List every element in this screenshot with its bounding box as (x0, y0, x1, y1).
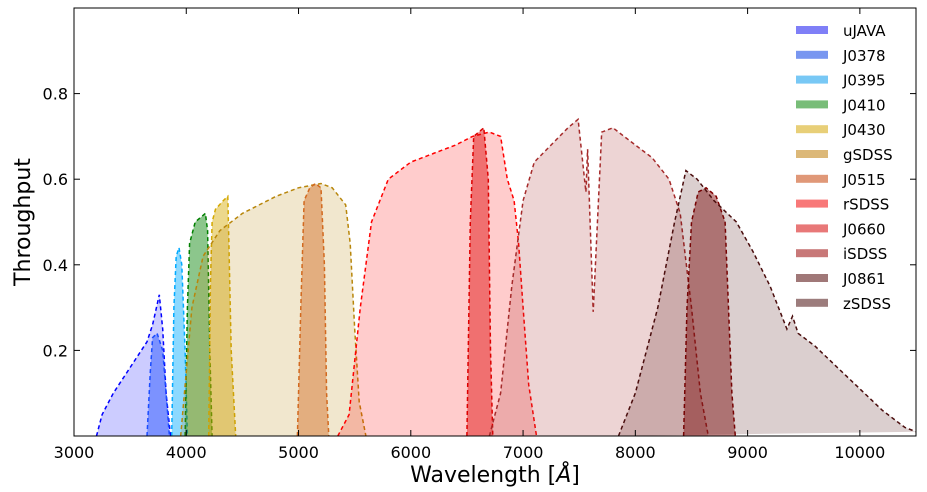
legend-label: J0515 (842, 171, 886, 189)
legend-item-j0515: J0515 (796, 171, 886, 189)
curve-rsdss-fill (337, 132, 537, 436)
curve-isdss-fill (489, 119, 709, 437)
x-tick-label: 9000 (727, 443, 768, 462)
curve-j0660-fill (466, 127, 493, 437)
legend-label: J0430 (842, 121, 886, 139)
curve-j0378-line (146, 331, 171, 437)
legend-item-rsdss: rSDSS (796, 196, 889, 214)
y-tick-label: 0.8 (43, 85, 68, 104)
curve-gsdss-fill (180, 183, 366, 436)
legend-item-j0410: J0410 (796, 96, 886, 114)
legend-swatch (796, 274, 828, 282)
curve-j0395-line (170, 247, 189, 437)
legend-label: J0861 (842, 270, 886, 288)
y-tick-label: 0.4 (43, 256, 68, 275)
x-tick-label: 7000 (503, 443, 544, 462)
curve-j0430-line (207, 194, 237, 437)
legend-swatch (796, 50, 828, 59)
x-axis: 3000 4000 5000 6000 7000 8000 9000 10000 (54, 8, 885, 462)
y-tick-label: 0.6 (43, 170, 68, 189)
legend-item-j0861: J0861 (796, 270, 886, 288)
legend-label: zSDSS (843, 295, 891, 313)
legend-swatch (796, 125, 828, 134)
curve-gsdss-line (179, 182, 367, 437)
legend-item-j0660: J0660 (796, 220, 886, 238)
curve-j0515-line (296, 182, 330, 437)
curve-ujava-fill (96, 294, 171, 436)
legend-swatch (796, 100, 828, 109)
legend-item-zsdss: zSDSS (796, 295, 891, 313)
legend-label: gSDSS (843, 146, 893, 164)
y-tick-label: 0.2 (43, 341, 68, 360)
curve-j0861-fill (683, 187, 736, 436)
legend-label: J0378 (842, 47, 886, 65)
plot-frame (73, 7, 917, 437)
x-tick-label: 10000 (834, 443, 885, 462)
x-tick-label: 6000 (390, 443, 431, 462)
y-axis: 0.2 0.4 0.6 0.8 (43, 85, 916, 360)
legend-item-j0378: J0378 (796, 47, 886, 65)
legend-swatch (796, 150, 828, 158)
x-tick-label: 4000 (166, 443, 207, 462)
legend-item-ujava: uJAVA (796, 22, 886, 40)
legend-item-j0430: J0430 (796, 121, 886, 139)
curve-j0378-fill (147, 333, 170, 436)
curve-rsdss-line (337, 131, 538, 437)
x-tick-label: 8000 (615, 443, 656, 462)
legend-label: J0660 (842, 220, 886, 238)
legend-swatch (796, 75, 828, 84)
x-tick-label: 3000 (54, 443, 95, 462)
legend-item-j0395: J0395 (796, 72, 886, 90)
legend-swatch (796, 298, 828, 307)
legend-label: rSDSS (843, 196, 889, 214)
legend-swatch (796, 174, 828, 183)
legend-label: J0410 (842, 96, 886, 114)
curve-j0430-fill (208, 196, 236, 436)
y-axis-label: Throughput (11, 158, 36, 287)
legend: uJAVA J0378 J0395 J0410 J0430 gSDSS J0515 rSDSS… (796, 22, 893, 313)
curve-j0410-fill (185, 213, 213, 436)
legend-label: uJAVA (843, 22, 886, 40)
curve-j0861-line (682, 186, 737, 437)
legend-swatch (796, 249, 828, 258)
x-tick-label: 5000 (278, 443, 319, 462)
legend-item-isdss: iSDSS (796, 245, 887, 263)
x-axis-label: Wavelength [Å] (410, 461, 580, 488)
curve-j0395-fill (171, 247, 188, 436)
legend-swatch (796, 26, 828, 34)
filter-curves (95, 117, 917, 437)
curve-j0660-line (466, 126, 494, 437)
curve-zsdss-fill (618, 170, 916, 436)
legend-swatch (796, 199, 828, 208)
legend-swatch (796, 224, 828, 233)
legend-item-gsdss: gSDSS (796, 146, 893, 164)
curve-ujava-line (95, 294, 172, 437)
legend-label: iSDSS (843, 245, 887, 263)
legend-label: J0395 (842, 72, 886, 90)
curve-j0515-fill (297, 183, 329, 436)
